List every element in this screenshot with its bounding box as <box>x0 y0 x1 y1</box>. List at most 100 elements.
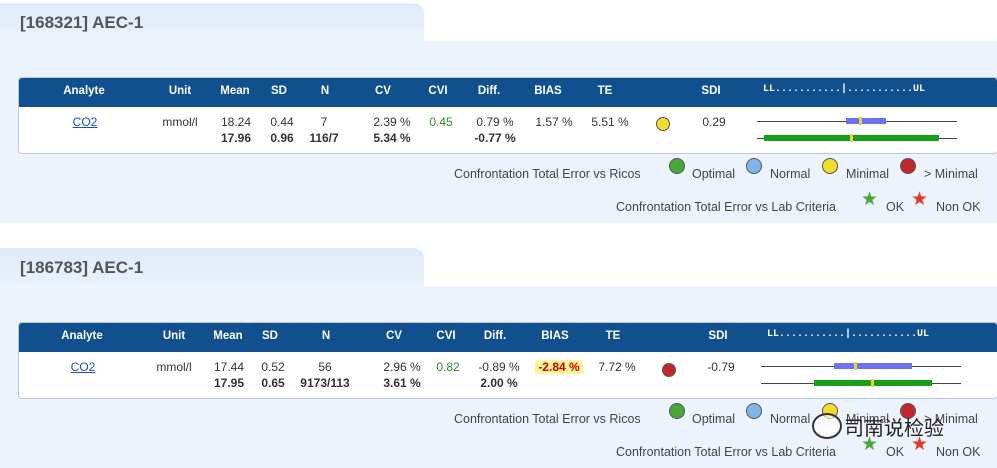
normal-circle-icon <box>746 403 762 419</box>
sd-lab: 0.44 <box>270 115 294 129</box>
legend-non-ok: Non OK <box>936 445 981 459</box>
col-cvi: CVI <box>436 330 456 342</box>
mean-peer: 17.95 <box>213 376 245 390</box>
legend-minimal: Minimal <box>846 412 890 426</box>
sdi-value: -0.79 <box>707 360 735 374</box>
lab-mean-marker <box>854 362 857 370</box>
legend-normal: Normal <box>770 412 811 426</box>
ll-ul-scale: LL...........|...........UL <box>767 329 930 340</box>
n-peer: 116/7 <box>309 131 339 145</box>
gt-minimal-circle-icon <box>900 158 916 174</box>
mean-lab: 17.44 <box>213 360 245 374</box>
col-sdi: SDI <box>701 85 721 97</box>
col-te: TE <box>605 330 621 342</box>
unit-value: mmol/l <box>162 115 198 129</box>
mean-peer: 17.96 <box>220 131 252 145</box>
red-circle-icon <box>662 363 676 377</box>
peer-mean-marker <box>850 134 853 142</box>
sd-lab: 0.52 <box>261 360 285 374</box>
diff-peer: -0.77 % <box>474 131 516 145</box>
bias-value: 1.57 % <box>535 115 573 129</box>
cv-lab: 2.96 % <box>383 360 421 374</box>
table-header: Analyte Unit Mean SD N CV CVI Diff. BIAS… <box>19 323 997 352</box>
col-unit: Unit <box>162 330 186 342</box>
col-cv: CV <box>375 85 391 97</box>
lab-legend-label: Confrontation Total Error vs Lab Criteri… <box>616 445 837 459</box>
legend-gt-minimal: > Minimal <box>924 412 978 426</box>
non-ok-star-icon: ★ <box>911 189 929 210</box>
panel-tab: [168321] AEC-1 <box>0 3 424 41</box>
panel-title: [168321] AEC-1 <box>20 13 144 32</box>
peer-mean-marker <box>871 379 874 387</box>
ll-ul-scale: LL...........|...........UL <box>763 84 926 95</box>
sd-peer: 0.65 <box>261 376 285 390</box>
legend-normal: Normal <box>770 167 811 181</box>
n-lab: 7 <box>320 115 328 129</box>
col-bias: BIAS <box>541 330 569 342</box>
ricos-legend-label: Confrontation Total Error vs Ricos <box>454 167 641 181</box>
col-bias: BIAS <box>534 85 562 97</box>
lab-legend-label: Confrontation Total Error vs Lab Criteri… <box>616 200 837 214</box>
legend-gt-minimal: > Minimal <box>924 167 978 181</box>
col-diff: Diff. <box>477 85 501 97</box>
cv-lab: 2.39 % <box>373 115 411 129</box>
results-table: Analyte Unit Mean SD N CV CVI Diff. BIAS… <box>18 77 997 154</box>
te-value: 7.72 % <box>598 360 636 374</box>
col-sd: SD <box>271 85 287 97</box>
panel-title: [186783] AEC-1 <box>20 258 144 277</box>
watermark-text: 司南说检验 <box>844 416 944 440</box>
panel-body: Analyte Unit Mean SD N CV CVI Diff. BIAS… <box>0 41 997 223</box>
legend-ok: OK <box>886 200 905 214</box>
diff-lab: -0.89 % <box>478 360 520 374</box>
legend-optimal: Optimal <box>692 412 736 426</box>
normal-circle-icon <box>746 158 762 174</box>
col-analyte: Analyte <box>61 330 103 342</box>
analyte-link[interactable]: CO2 <box>70 360 96 374</box>
optimal-circle-icon <box>669 158 685 174</box>
te-value: 5.51 % <box>591 115 629 129</box>
bias-highlight: -2.84 % <box>535 360 583 374</box>
ok-star-icon: ★ <box>861 189 879 210</box>
table-header: Analyte Unit Mean SD N CV CVI Diff. BIAS… <box>19 78 997 107</box>
n-peer: 9173/113 <box>300 376 350 390</box>
legend-minimal: Minimal <box>846 167 890 181</box>
lab-interval-bar <box>846 118 886 124</box>
panel-tab: [186783] AEC-1 <box>0 248 424 286</box>
col-te: TE <box>597 85 613 97</box>
col-sdi: SDI <box>708 330 728 342</box>
col-sd: SD <box>262 330 278 342</box>
lab-mean-marker <box>859 117 862 125</box>
results-table: Analyte Unit Mean SD N CV CVI Diff. BIAS… <box>18 322 997 399</box>
mean-lab: 18.24 <box>220 115 252 129</box>
wechat-logo-icon <box>812 413 842 439</box>
cv-peer: 5.34 % <box>373 131 411 145</box>
non-ok-star-icon: ★ <box>911 434 929 455</box>
cv-peer: 3.61 % <box>383 376 421 390</box>
yellow-circle-icon <box>656 117 670 131</box>
gt-minimal-circle-icon <box>900 403 916 419</box>
col-unit: Unit <box>168 85 192 97</box>
ok-star-icon: ★ <box>861 434 879 455</box>
cvi-value: 0.45 <box>429 115 453 129</box>
sdi-value: 0.29 <box>702 115 726 129</box>
lab-interval-bar <box>834 363 912 369</box>
n-lab: 56 <box>318 360 332 374</box>
legend-optimal: Optimal <box>692 167 736 181</box>
diff-lab: 0.79 % <box>476 115 514 129</box>
col-mean: Mean <box>220 85 250 97</box>
bias-value: -2.84 % <box>533 360 585 374</box>
legend-ok: OK <box>886 445 905 459</box>
col-analyte: Analyte <box>63 85 105 97</box>
unit-value: mmol/l <box>156 360 192 374</box>
minimal-circle-icon <box>822 158 838 174</box>
panel-168321: [168321] AEC-1 Analyte Unit Mean SD N CV… <box>0 3 997 223</box>
sd-peer: 0.96 <box>270 131 294 145</box>
col-cvi: CVI <box>428 85 448 97</box>
col-mean: Mean <box>213 330 243 342</box>
legend-non-ok: Non OK <box>936 200 981 214</box>
col-n: N <box>321 330 331 342</box>
optimal-circle-icon <box>669 403 685 419</box>
analyte-link[interactable]: CO2 <box>72 115 98 129</box>
col-diff: Diff. <box>483 330 507 342</box>
ricos-legend-label: Confrontation Total Error vs Ricos <box>454 412 641 426</box>
